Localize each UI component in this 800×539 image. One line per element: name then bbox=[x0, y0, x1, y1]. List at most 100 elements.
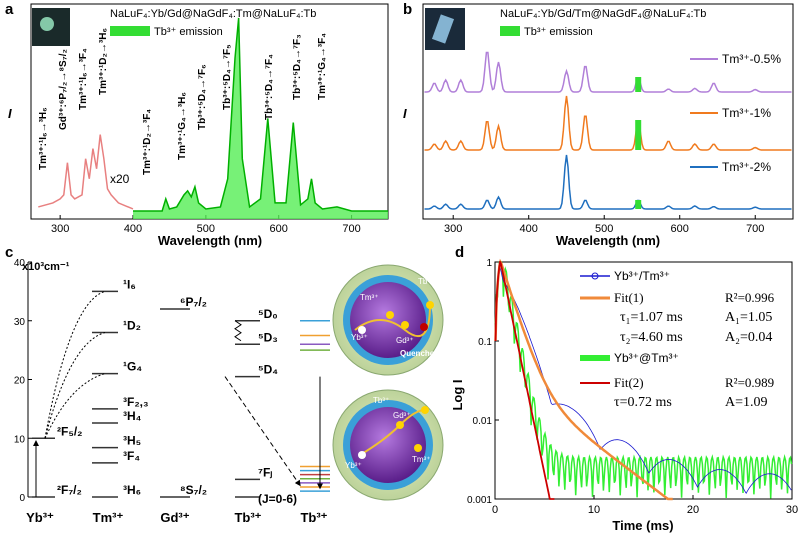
ytick-label-c: 20 bbox=[14, 376, 26, 387]
level-label-tb: ⁵D₄ bbox=[258, 363, 278, 377]
ytick-label-c: 10 bbox=[14, 434, 26, 445]
level-label-yb: ²F₅/₂ bbox=[57, 424, 83, 438]
series-d-green bbox=[494, 261, 793, 499]
level-label-tm: ³H₆ bbox=[123, 483, 141, 497]
ytick-label-d: 0.01 bbox=[473, 416, 493, 427]
ion-label: Yb³⁺ bbox=[26, 510, 54, 525]
series-a-0 bbox=[38, 134, 134, 210]
plot-area-d: 0 10 20 30 0.001 0.01 0.1 1 bbox=[467, 258, 798, 516]
annotation-a: Gd³⁺:⁶P₇/₂→⁸S₇/₂ bbox=[58, 49, 69, 130]
ylabel-a: I bbox=[8, 106, 12, 121]
annotation-a: Tm³⁺:¹G₄→³H₆ bbox=[177, 92, 188, 160]
yticks-c: 0 10 20 30 40 bbox=[14, 258, 32, 504]
xtick-label-b: 500 bbox=[595, 223, 613, 235]
level-label-gd: ⁶P₇/₂ bbox=[180, 295, 207, 309]
xtick-label-b: 300 bbox=[444, 223, 462, 235]
annotations-a: Tm³⁺:¹I₆→³H₆ Gd³⁺:⁶P₇/₂→⁸S₇/₂ Tm³⁺:¹I₆→³F₄… bbox=[38, 28, 328, 175]
plot-frame-b bbox=[422, 3, 794, 220]
ytick-label-c: 40 bbox=[14, 258, 26, 269]
xtick-label-a: 600 bbox=[270, 223, 288, 235]
annotation-a: Tm³⁺:¹D₂→³F₄ bbox=[142, 109, 153, 175]
level-label-tb: ⁷Fⱼ bbox=[258, 465, 272, 479]
legend-d4-tau: τ=0.72 ms bbox=[614, 395, 672, 410]
legend-text-b: Tb³⁺ emission bbox=[524, 26, 593, 38]
ytick-label-d: 0.001 bbox=[467, 495, 492, 506]
legend-b3: Tm³⁺-2% bbox=[722, 160, 771, 174]
annotation-a: Tm³⁺:¹I₆→³H₆ bbox=[38, 107, 49, 170]
legend-d2: Fit(1) bbox=[614, 290, 644, 305]
xtick-label-a: 400 bbox=[124, 223, 142, 235]
label-quench: Quencher or trap states bbox=[400, 349, 491, 358]
xtick-label-b: 600 bbox=[671, 223, 689, 235]
legend-d2-r2: R²=0.996 bbox=[725, 290, 775, 305]
ion-label: Tm³⁺ bbox=[93, 510, 124, 525]
annotation-a: Tb³⁺:⁵D₄→⁷F₃ bbox=[292, 34, 303, 100]
level-label-tm: ³H₅ bbox=[123, 434, 141, 448]
ytick-label-d: 0.1 bbox=[478, 337, 492, 348]
ytick-label-c: 30 bbox=[14, 317, 26, 328]
annotation-a: Tb³⁺:⁵D₄→⁷F₆ bbox=[197, 64, 208, 130]
ion-label: Tb³⁺ bbox=[234, 510, 261, 525]
annotation-a: Tm³⁺:¹G₄→³F₄ bbox=[317, 33, 328, 100]
tb-fill-b-0 bbox=[635, 77, 642, 92]
energy-path-top bbox=[354, 304, 431, 337]
label-tm-top: Tm³⁺ bbox=[360, 293, 378, 302]
label-tm-bottom: Tm³⁺ bbox=[412, 455, 430, 464]
plot-area-b: 300 400 500 600 700 bbox=[424, 51, 792, 235]
panel-label-d: d bbox=[455, 244, 464, 261]
xtick-label-b: 700 bbox=[746, 223, 764, 235]
legend-d2-tau2: τ₂=4.60 ms bbox=[620, 330, 683, 345]
ylabel-b: I bbox=[403, 106, 407, 121]
zoom-label-a: x20 bbox=[110, 172, 130, 186]
glow-a bbox=[40, 17, 54, 31]
legend-swatch-b bbox=[500, 26, 520, 36]
legend-d3: Yb³⁺@Tm³⁺ bbox=[614, 351, 679, 365]
legend-d4: Fit(2) bbox=[614, 375, 644, 390]
et-curve bbox=[44, 290, 106, 439]
panel-label-c: c bbox=[5, 244, 13, 261]
series-b-0 bbox=[424, 51, 792, 93]
xtick-label-a: 700 bbox=[342, 223, 360, 235]
xtick-label-d: 30 bbox=[786, 504, 798, 516]
level-label-tm: ³F₄ bbox=[123, 449, 140, 463]
legend-text-a: Tb³⁺ emission bbox=[154, 26, 223, 38]
xlabel-a: Wavelength (nm) bbox=[158, 233, 262, 248]
xtick-label-b: 400 bbox=[520, 223, 538, 235]
legend-d: Yb³⁺/Tm³⁺ Fit(1) R²=0.996 τ₁=1.07 ms A₁=… bbox=[580, 269, 775, 410]
level-label-tm: ³H₄ bbox=[123, 409, 142, 423]
tm-ion-top bbox=[386, 311, 394, 319]
gd-ion-bottom bbox=[396, 421, 404, 429]
annotation-a: Tm³⁺:¹I₆→³F₄ bbox=[78, 48, 89, 110]
panel-c: c x10³cm⁻¹ 0 10 20 30 40 ²F₇/₂ ²F₅/₂ ¹I₆ ¹D₂ ¹G₄… bbox=[5, 244, 491, 525]
tb-ion-bottom bbox=[421, 406, 429, 414]
tb-fill-b-1 bbox=[635, 120, 642, 150]
level-label-tb: ⁵D₃ bbox=[258, 330, 278, 344]
legend-d2-a2: A₂=0.04 bbox=[725, 330, 772, 345]
annotation-a: Tm³⁺:¹D₂→³H₆ bbox=[98, 28, 109, 95]
legend-d4-a: A=1.09 bbox=[725, 395, 768, 410]
tb-ion-top bbox=[426, 301, 434, 309]
level-label-tm: ¹D₂ bbox=[123, 319, 141, 333]
series-b-2 bbox=[424, 154, 792, 210]
xtick-label-d: 10 bbox=[588, 504, 600, 516]
xtick-label-a: 500 bbox=[197, 223, 215, 235]
label-gd-top: Gd³⁺ bbox=[396, 336, 414, 345]
ylabel-d: Log I bbox=[450, 379, 465, 410]
relax-zigzag bbox=[234, 320, 242, 342]
ytick-label-d: 1 bbox=[486, 258, 492, 269]
fit-1 bbox=[494, 258, 673, 501]
title-b: NaLuF₄:Yb/Gd/Tm@NaGdF₄@NaLuF₄:Tb bbox=[500, 8, 706, 20]
annotation-a: Tb³⁺:⁵D₄→⁷F₅ bbox=[222, 44, 233, 110]
tb-fill-b-2 bbox=[635, 200, 642, 209]
series-b-1 bbox=[424, 95, 792, 151]
label-yb-top: Yb³⁺ bbox=[351, 333, 368, 342]
xlabel-d: Time (ms) bbox=[612, 518, 673, 533]
annotation-a: Tb³⁺:⁵D₄→⁷F₄ bbox=[264, 54, 275, 120]
xlabel-b: Wavelength (nm) bbox=[556, 233, 660, 248]
legend-d2-tau1: τ₁=1.07 ms bbox=[620, 310, 683, 325]
label-tb-top: Tb³⁺ bbox=[418, 277, 434, 286]
legend-b2: Tm³⁺-1% bbox=[722, 106, 771, 120]
series-a-1 bbox=[133, 17, 388, 212]
level-label-yb: ²F₇/₂ bbox=[57, 483, 82, 497]
